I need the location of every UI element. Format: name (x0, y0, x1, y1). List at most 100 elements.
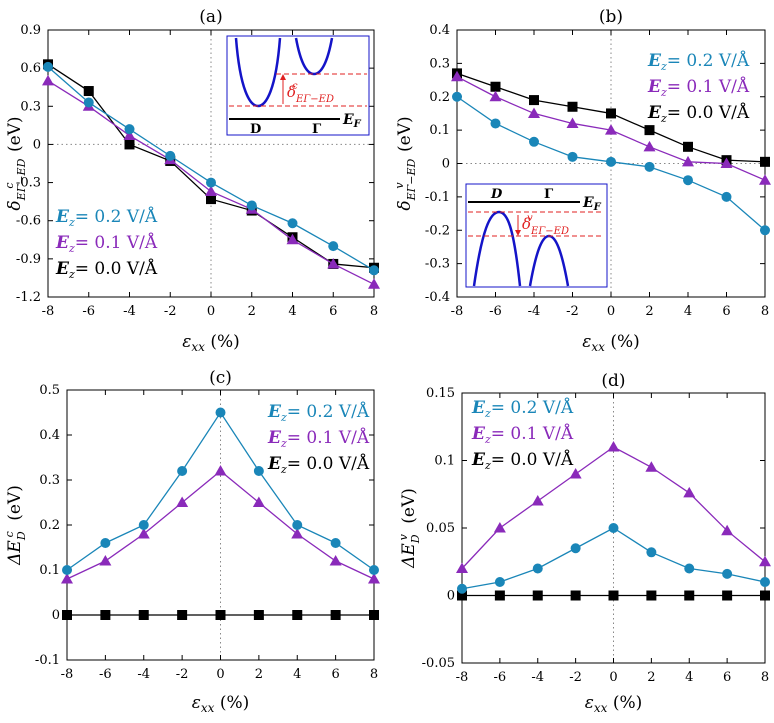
x-tick-label: 0 (609, 670, 617, 685)
data-point (330, 610, 341, 620)
x-tick-label: 6 (723, 670, 731, 685)
x-tick-label: -8 (456, 670, 469, 685)
data-point (368, 278, 380, 289)
x-tick-label: -6 (99, 667, 112, 682)
y-tick-label: -0.6 (16, 214, 41, 229)
data-point (456, 562, 468, 573)
data-point (644, 125, 655, 136)
chart-panel-b: -8 -6 -4 -2 0 2 4 6 8 0.4 0.3 0.2 0.1 0 -0.1 -0.2 -0.3 -0… (393, 7, 771, 354)
x-tick-label: -4 (123, 304, 136, 319)
y-tick-label: 0 (33, 137, 41, 152)
y-axis-label: ΔEDv (eV) (397, 488, 422, 569)
data-point (645, 461, 658, 472)
x-tick-label: 0 (607, 304, 615, 319)
y-tick-label: -0.9 (16, 252, 41, 267)
data-point (607, 441, 620, 452)
data-point (490, 81, 501, 92)
data-point (566, 117, 579, 128)
legend-entry: Ez= 0.1 V/Å (55, 232, 158, 255)
data-point (683, 141, 693, 152)
inset-arrow-head (280, 74, 286, 80)
data-point (494, 577, 505, 587)
data-point (683, 486, 696, 498)
legend-entry: Ez= 0.1 V/Å (267, 427, 370, 450)
data-point (83, 86, 94, 97)
data-point (529, 136, 539, 147)
legend-entry: Ez= 0.0 V/Å (267, 453, 370, 476)
x-axis-label: εxx (%) (585, 693, 643, 715)
data-point (720, 157, 733, 168)
x-tick-label: 4 (685, 670, 693, 685)
x-tick-label: -4 (137, 667, 150, 682)
data-point (206, 194, 216, 205)
legend-entry: Ez= 0.2 V/Å (55, 206, 158, 229)
data-point (457, 583, 467, 594)
data-point (100, 610, 111, 620)
chart-title: (b) (599, 7, 623, 27)
y-tick-label: -0.05 (422, 656, 455, 671)
x-axis-label: εxx (%) (582, 332, 640, 354)
y-tick-label: 0 (52, 608, 60, 623)
legend-entry: Ez= 0.1 V/Å (647, 76, 750, 99)
y-tick-label: -0.4 (425, 290, 450, 305)
x-tick-label: -2 (164, 304, 177, 319)
data-point (605, 124, 617, 135)
data-point (644, 161, 655, 172)
legend-entry: Ez= 0.2 V/Å (267, 401, 370, 424)
x-tick-label: 0 (216, 667, 224, 682)
data-point (760, 156, 770, 167)
x-tick-label: -6 (489, 304, 502, 319)
data-point (606, 108, 616, 119)
inset-label-gamma: Γ (312, 122, 322, 137)
x-tick-label: -8 (451, 304, 464, 319)
y-axis-label: δEΓ−EDv (eV) (393, 116, 418, 210)
data-point (531, 495, 544, 506)
data-point (100, 538, 111, 548)
data-point (532, 590, 543, 601)
data-point (721, 191, 732, 202)
data-point (451, 70, 463, 82)
y-tick-label: 0.4 (39, 428, 60, 443)
y-tick-label: 0.1 (39, 563, 60, 578)
data-point (759, 555, 771, 567)
inset-label-d: D (490, 187, 503, 202)
y-tick-label: 0.15 (426, 386, 455, 401)
data-point (215, 610, 226, 620)
data-point (682, 155, 694, 167)
x-tick-label: -8 (42, 304, 55, 319)
x-tick-label: 4 (684, 304, 692, 319)
x-tick-label: 2 (248, 304, 256, 319)
x-tick-label: 2 (645, 304, 653, 319)
data-point (252, 496, 265, 507)
data-point (206, 177, 216, 188)
data-point (369, 265, 379, 276)
y-tick-label: 0.5 (39, 383, 60, 398)
data-point (722, 590, 733, 601)
data-point (124, 124, 135, 135)
inset-gamma-band-curve (294, 37, 334, 76)
data-point (165, 150, 176, 161)
chart-title: (a) (199, 7, 222, 27)
data-point (490, 118, 501, 129)
x-tick-label: 8 (370, 667, 378, 682)
y-tick-label: 0.2 (429, 90, 450, 105)
inset-label-d: D (250, 122, 261, 137)
data-point (489, 90, 502, 102)
x-tick-label: -6 (494, 670, 507, 685)
data-point (330, 538, 341, 548)
data-point (292, 520, 303, 530)
x-tick-label: 2 (647, 670, 655, 685)
data-point (528, 107, 540, 118)
legend-entry: Ez= 0.1 V/Å (471, 423, 574, 446)
chart-panel-c: -8 -6 -4 -2 0 2 4 6 8 0.5 0.4 0.3 0.2 0.1 0 -0.1 (c) εxx … (3, 368, 380, 715)
data-point (215, 407, 226, 418)
data-point (137, 528, 150, 539)
data-point (760, 590, 770, 601)
inset-label-gamma: Γ (544, 187, 554, 202)
legend-entry: Ez= 0.2 V/Å (471, 397, 574, 420)
y-tick-label: -0.3 (16, 176, 41, 191)
data-point (253, 466, 264, 476)
x-tick-label: 8 (761, 304, 769, 319)
data-point (608, 523, 619, 533)
